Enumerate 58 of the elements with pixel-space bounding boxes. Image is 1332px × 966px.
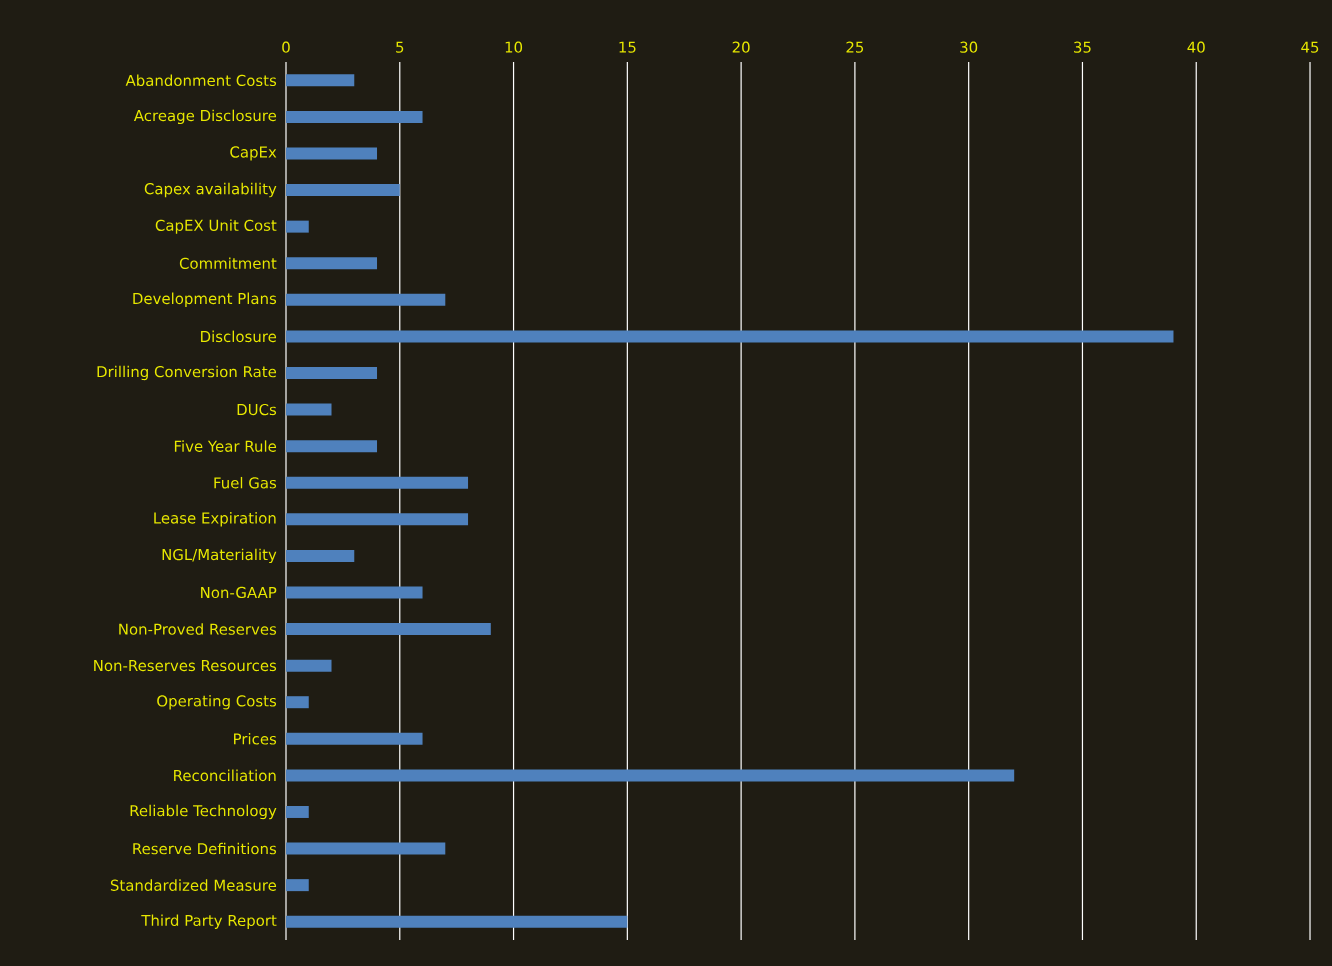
bar: [286, 513, 469, 526]
y-tick-label: Reconciliation: [174, 769, 276, 782]
x-tick-label: 5: [396, 41, 404, 53]
bar: [286, 549, 355, 562]
y-tick-label: Five Year Rule: [174, 440, 277, 452]
y-tick-label: CapEx: [230, 146, 277, 161]
x-tick-label: 0: [282, 41, 290, 53]
y-tick-label: Capex availability: [144, 182, 277, 198]
y-tick-label: CapEX Unit Cost: [155, 219, 277, 234]
bar: [286, 696, 309, 709]
bar: [286, 403, 332, 416]
bar: [286, 805, 309, 818]
y-tick-label: Third Party Report: [141, 914, 277, 929]
bar: [286, 659, 332, 672]
y-tick-label: Acreage Disclosure: [133, 109, 277, 125]
y-tick-label: Commitment: [179, 257, 277, 269]
y-tick-label: Fuel Gas: [214, 476, 277, 489]
bar: [286, 74, 355, 87]
bar: [286, 257, 378, 270]
y-tick-label: Operating Costs: [157, 695, 277, 710]
y-tick-label: Non-Reserves Resources: [94, 660, 277, 672]
x-tick-label: 45: [1301, 41, 1319, 53]
y-tick-label: Non-Proved Reserves: [119, 623, 277, 635]
bar: [286, 147, 378, 160]
y-tick-label: Abandonment Costs: [125, 74, 277, 87]
y-tick-label: Prices: [234, 733, 277, 745]
bar: [286, 915, 628, 928]
x-tick-label: 35: [1074, 41, 1091, 53]
y-tick-label: Lease Expiration: [154, 512, 276, 527]
bar: [286, 110, 423, 123]
bar: [286, 184, 400, 197]
x-tick-label: 25: [846, 41, 864, 53]
bar: [286, 623, 491, 636]
bar: [286, 220, 309, 233]
y-tick-label: Standardized Measure: [110, 879, 277, 891]
y-tick-label: Drilling Conversion Rate: [97, 365, 277, 381]
bar: [286, 476, 469, 489]
bar: [286, 330, 1174, 343]
x-tick-label: 30: [960, 41, 978, 53]
bar: [286, 586, 423, 599]
bar: [286, 879, 309, 892]
x-tick-label: 10: [505, 41, 523, 53]
y-tick-label: Disclosure: [201, 330, 277, 343]
bar: [286, 366, 378, 379]
y-tick-label: Development Plans: [133, 292, 277, 308]
x-tick-label: 15: [619, 41, 636, 53]
bar: [286, 732, 423, 745]
y-tick-label: NGL/Materiality: [162, 548, 277, 564]
bar: [286, 769, 1015, 782]
x-tick-label: 20: [732, 41, 750, 53]
y-tick-label: Non-GAAP: [201, 586, 277, 599]
y-tick-label: Reserve Definitions: [133, 842, 277, 855]
y-tick-label: Reliable Technology: [130, 804, 277, 820]
bar: [286, 293, 446, 306]
x-tick-label: 40: [1187, 41, 1205, 53]
bar: [286, 440, 378, 453]
bar: [286, 842, 446, 855]
y-tick-label: DUCs: [237, 403, 277, 416]
